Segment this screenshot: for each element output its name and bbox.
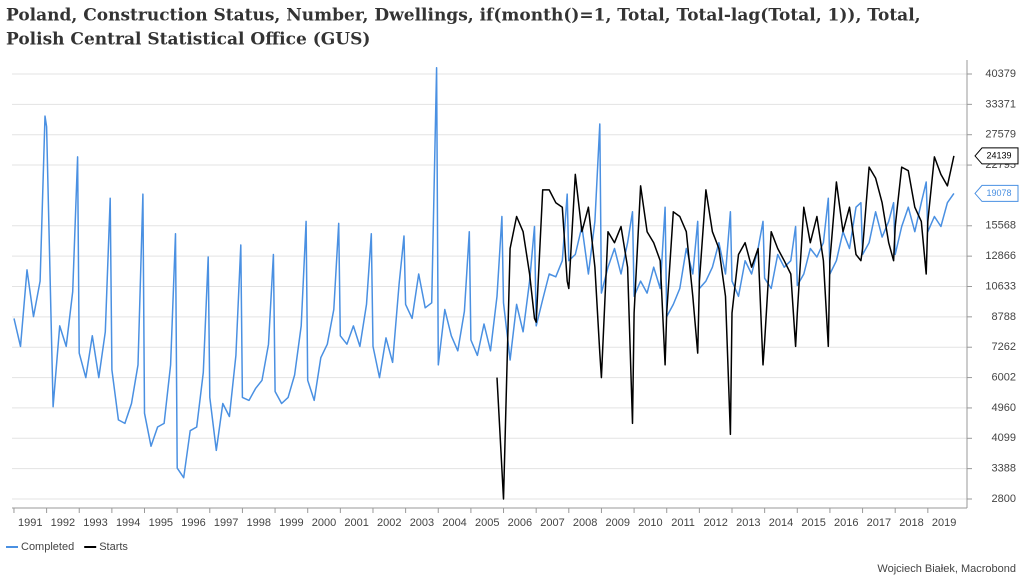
y-tick-label: 10633 <box>985 280 1016 292</box>
chart-title: Poland, Construction Status, Number, Dwe… <box>6 6 921 26</box>
end-label-box <box>974 184 1019 202</box>
x-tick-label: 2003 <box>410 517 434 529</box>
legend-label: Completed <box>21 541 74 553</box>
y-tick-label: 4099 <box>992 432 1016 444</box>
x-tick-label: 2007 <box>540 517 564 529</box>
source: Wojciech Białek, Macrobond <box>877 563 1016 575</box>
x-tick-label: 1993 <box>83 517 107 529</box>
legend-label: Starts <box>99 541 128 553</box>
x-tick-label: 2004 <box>442 517 466 529</box>
end-label-box <box>974 147 1019 165</box>
x-tick-label: 2009 <box>606 517 630 529</box>
y-tick-label: 40379 <box>985 68 1016 80</box>
x-tick-label: 1997 <box>214 517 238 529</box>
x-tick-label: 2017 <box>867 517 891 529</box>
x-tick-label: 1991 <box>18 517 42 529</box>
y-tick-label: 12866 <box>985 250 1016 262</box>
y-tick-label: 6002 <box>992 371 1016 383</box>
x-tick-label: 2013 <box>736 517 760 529</box>
end-label: 19078 <box>986 188 1011 198</box>
x-tick-label: 1996 <box>181 517 205 529</box>
x-tick-label: 1994 <box>116 517 140 529</box>
x-tick-label: 2018 <box>899 517 923 529</box>
x-tick-label: 2008 <box>573 517 597 529</box>
series-line <box>13 66 955 479</box>
x-tick-label: 2014 <box>769 517 793 529</box>
y-tick-label: 8788 <box>992 311 1016 323</box>
chart-subtitle: Polish Central Statistical Office (GUS) <box>6 30 370 50</box>
x-tick-label: 2006 <box>508 517 532 529</box>
y-tick-label: 33371 <box>985 98 1016 110</box>
y-tick-label: 7262 <box>992 341 1016 353</box>
x-tick-label: 2011 <box>671 517 695 529</box>
x-tick-label: 2005 <box>475 517 499 529</box>
y-tick-label: 15568 <box>985 220 1016 232</box>
x-tick-label: 2019 <box>932 517 956 529</box>
x-tick-label: 2001 <box>344 517 368 529</box>
y-tick-label: 2800 <box>992 493 1016 505</box>
x-tick-label: 2015 <box>801 517 825 529</box>
x-tick-label: 2012 <box>703 517 727 529</box>
x-tick-label: 1998 <box>247 517 271 529</box>
x-tick-label: 2000 <box>312 517 336 529</box>
y-tick-label: 3388 <box>992 463 1016 475</box>
y-tick-label: 4960 <box>992 402 1016 414</box>
end-label: 24139 <box>986 150 1011 160</box>
x-tick-label: 1992 <box>51 517 75 529</box>
x-tick-label: 2010 <box>638 517 662 529</box>
x-tick-label: 2016 <box>834 517 858 529</box>
series-line <box>496 155 955 500</box>
y-tick-label: 27579 <box>985 129 1016 141</box>
x-tick-label: 1995 <box>149 517 173 529</box>
x-tick-label: 2002 <box>377 517 401 529</box>
x-tick-label: 1999 <box>279 517 303 529</box>
